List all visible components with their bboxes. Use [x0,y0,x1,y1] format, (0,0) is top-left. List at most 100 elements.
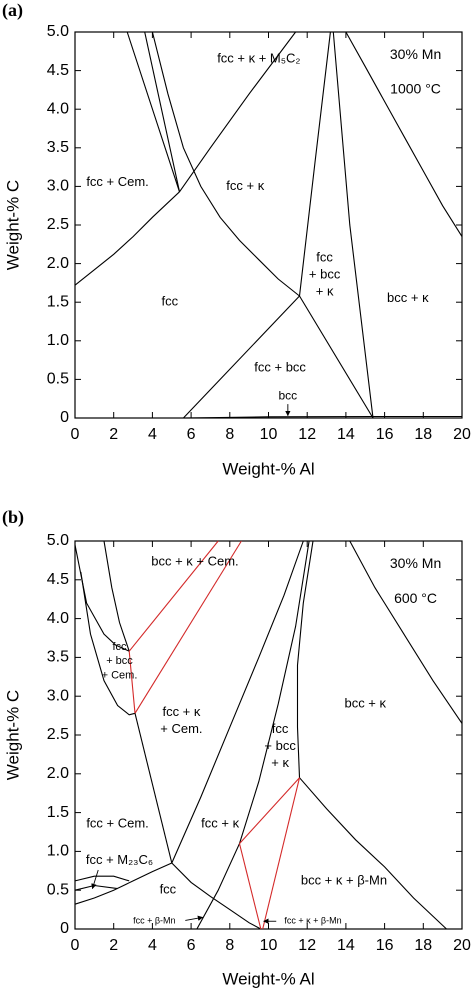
region-label: fcc + κ [201,816,239,831]
y-tick-label: 2.5 [47,216,69,233]
condition-label: 600 °C [394,590,437,606]
x-tick-label: 10 [260,937,278,954]
phase-boundary [196,540,310,930]
x-axis-title: Weight-% Al [222,969,314,988]
x-tick-label: 20 [453,426,471,443]
phase-boundary [179,31,297,193]
y-tick-label: 5.0 [47,23,69,40]
x-tick-label: 6 [187,426,196,443]
region-label: bcc + κ [344,695,386,710]
region-label: fcc [162,294,179,309]
x-tick-label: 0 [71,426,80,443]
phase-boundary [74,884,118,891]
phase-boundary [134,540,242,714]
region-label: fcc + κ [226,178,264,193]
arrow [91,869,99,890]
panel-label: (b) [2,507,24,528]
phase-boundary [128,651,136,714]
y-tick-label: 1.0 [47,843,69,860]
x-tick-label: 18 [414,426,432,443]
panel-label: (a) [2,0,23,21]
x-axis-title: Weight-% Al [222,459,314,478]
phase-boundary [103,540,130,652]
phase-boundary [349,540,463,724]
phase-boundary [262,777,301,930]
phase-boundary [74,544,130,652]
x-tick-label: 16 [376,937,394,954]
region-label: + Cem. [160,721,202,736]
region-label: fcc + β-Mn [133,916,175,926]
x-tick-label: 12 [298,426,316,443]
region-label: fcc + κ + M₅C₂ [217,50,300,65]
phase-boundary [183,295,300,419]
phase-boundary [332,31,374,419]
x-tick-label: 6 [187,937,196,954]
y-tick-label: 2.0 [47,765,69,782]
phase-boundary [74,875,130,882]
y-tick-label: 0 [60,920,69,937]
x-tick-label: 4 [148,426,157,443]
x-tick-label: 18 [414,937,432,954]
phase-boundary [74,862,173,905]
x-tick-label: 8 [225,426,234,443]
phase-boundary [128,540,219,652]
region-label: + Cem. [102,669,138,681]
y-tick-label: 3.0 [47,687,69,704]
region-label: + κ [271,755,289,770]
region-label: fcc [316,250,333,265]
region-label: fcc [160,882,177,897]
phase-boundary [151,31,300,297]
y-tick-label: 3.0 [47,178,69,195]
x-tick-label: 2 [109,937,118,954]
x-tick-label: 16 [376,426,394,443]
phase-boundary [171,540,304,864]
y-tick-label: 1.5 [47,293,69,310]
arrow [185,915,204,921]
y-axis-title: Weight-% C [3,690,22,780]
phase-boundary [299,295,374,419]
region-label: bcc + κ [387,290,429,305]
y-tick-label: 5.0 [47,532,69,549]
phase-boundary [239,777,300,844]
region-label: fcc + κ [162,704,200,719]
y-tick-label: 1.0 [47,332,69,349]
phase-boundary [144,31,181,192]
region-label: fcc [272,721,289,736]
region-label: bcc + κ + β-Mn [301,872,387,887]
x-tick-label: 14 [337,426,355,443]
y-tick-label: 0.5 [47,881,69,898]
y-tick-label: 2.5 [47,726,69,743]
region-label: fcc + Cem. [86,816,149,831]
phase-boundary [134,713,173,864]
condition-label: 30% Mn [390,555,441,571]
y-tick-label: 0 [60,409,69,426]
y-tick-label: 2.0 [47,255,69,272]
y-tick-label: 4.0 [47,610,69,627]
x-tick-label: 8 [225,937,234,954]
region-label: + bcc [106,655,133,667]
region-label: bcc + κ + Cem. [151,553,238,568]
y-tick-label: 1.5 [47,804,69,821]
region-label: fcc [112,641,127,653]
x-tick-label: 12 [298,937,316,954]
condition-label: 30% Mn [390,46,441,62]
x-tick-label: 2 [109,426,118,443]
x-tick-label: 14 [337,937,355,954]
region-label: fcc + Cem. [86,174,149,189]
y-tick-label: 4.0 [47,100,69,117]
x-tick-label: 0 [71,937,80,954]
phase-boundary [296,540,314,778]
region-label: fcc + bcc [254,359,306,374]
region-label: bcc [279,389,298,403]
phase-boundary [74,191,180,286]
y-axis-title: Weight-% C [3,180,22,270]
phase-boundary [298,31,331,297]
x-tick-label: 20 [453,937,471,954]
region-label: fcc + M₂₃C₆ [86,852,153,867]
phase-boundary [171,862,262,930]
region-label: + κ [316,284,334,299]
region-label: + bcc [309,267,341,282]
phase-boundary [80,571,136,716]
y-tick-label: 4.5 [47,571,69,588]
